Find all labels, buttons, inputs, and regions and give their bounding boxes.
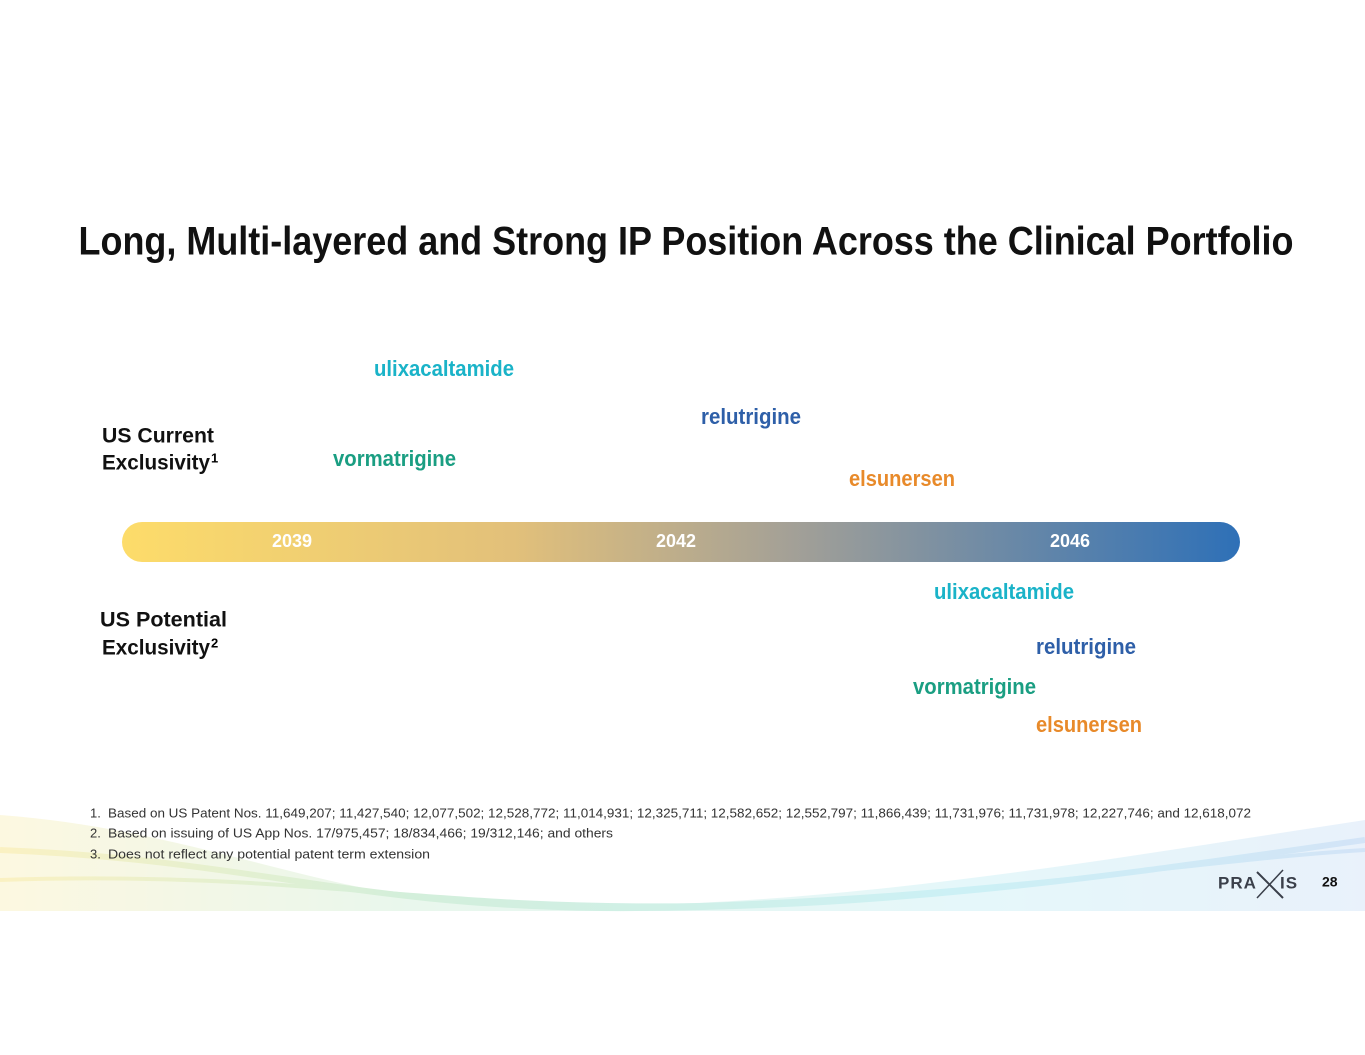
- year-label: 2042: [656, 531, 696, 551]
- footnote: Does not reflect any potential patent te…: [108, 846, 430, 861]
- logo: PRA IS: [1218, 869, 1298, 899]
- logo-text: IS: [1280, 873, 1298, 892]
- section-label: Exclusivity: [102, 637, 210, 660]
- logo-text: PRA: [1218, 873, 1257, 892]
- drug-label: relutrigine: [1036, 634, 1136, 659]
- footnote-number: 1.: [90, 805, 101, 820]
- title: Long, Multi-layered and Strong IP Positi…: [79, 220, 1294, 264]
- drug-label: relutrigine: [701, 404, 801, 429]
- section-label: US Current: [102, 425, 214, 448]
- section-label: US Potential: [100, 609, 227, 632]
- footnote-ref: 1: [211, 450, 218, 465]
- drug-label: ulixacaltamide: [934, 579, 1074, 604]
- footnote-ref: 2: [211, 635, 218, 650]
- wave: [0, 848, 1365, 908]
- drug-label: elsunersen: [849, 466, 955, 491]
- drug-label: vormatrigine: [913, 674, 1036, 699]
- drug-label: vormatrigine: [333, 446, 456, 471]
- footnote: Based on US Patent Nos. 11,649,207; 11,4…: [108, 805, 1251, 820]
- footnote-number: 2.: [90, 825, 101, 840]
- section-label: Exclusivity: [102, 452, 210, 475]
- drug-label: ulixacaltamide: [374, 356, 514, 381]
- drug-label: elsunersen: [1036, 712, 1142, 737]
- footnote-number: 3.: [90, 846, 101, 861]
- slide-bg: [0, 0, 1365, 911]
- wave-decoration: [0, 815, 1365, 912]
- page-number: 28: [1322, 874, 1338, 890]
- timeline-bar: [122, 522, 1240, 562]
- footnote: Based on issuing of US App Nos. 17/975,4…: [108, 825, 614, 840]
- logo-x: [1256, 869, 1284, 899]
- year-label: 2046: [1050, 531, 1090, 551]
- year-label: 2039: [272, 531, 312, 551]
